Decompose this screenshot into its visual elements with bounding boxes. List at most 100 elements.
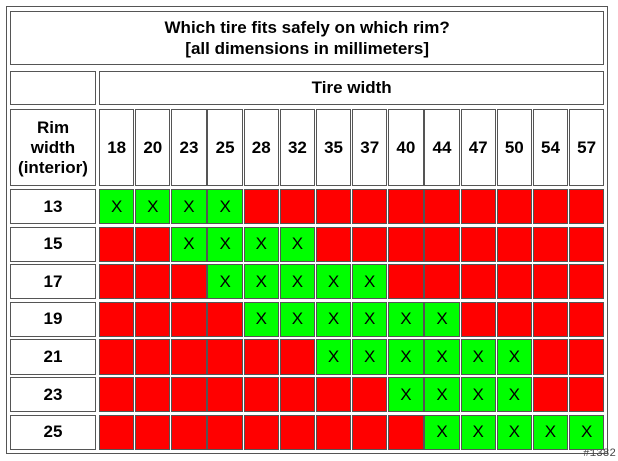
no-fit-cell-17-50 xyxy=(496,264,532,300)
no-fit-cell-25-28 xyxy=(243,414,279,450)
no-fit-cell-13-40 xyxy=(388,189,424,225)
no-fit-cell-19-20 xyxy=(135,301,171,337)
no-fit-cell-21-32 xyxy=(279,339,316,375)
no-fit-cell-25-37 xyxy=(352,414,388,450)
no-fit-cell-13-37 xyxy=(352,189,388,225)
no-fit-cell-21-57 xyxy=(568,339,605,375)
fit-cell-21-50: X xyxy=(496,339,532,375)
rim-header-line-1: width xyxy=(30,137,76,157)
fit-cell-19-40: X xyxy=(388,301,424,337)
no-fit-cell-17-23 xyxy=(171,264,207,300)
fit-cell-25-50: X xyxy=(496,414,532,450)
fit-cell-15-28: X xyxy=(243,226,279,262)
tire-width-50: 50 xyxy=(496,109,532,186)
fit-cell-15-32: X xyxy=(279,226,316,262)
no-fit-cell-15-57 xyxy=(568,226,605,262)
fit-cell-19-44: X xyxy=(424,301,460,337)
title-line-2: [all dimensions in millimeters] xyxy=(185,39,430,58)
fit-cell-13-25: X xyxy=(207,189,243,225)
rim-width-21: 21 xyxy=(10,339,96,375)
tire-width-40: 40 xyxy=(388,109,424,186)
no-fit-cell-25-40 xyxy=(388,414,424,450)
tire-width-28: 28 xyxy=(243,109,279,186)
no-fit-cell-23-32 xyxy=(279,377,316,413)
no-fit-cell-13-47 xyxy=(460,189,496,225)
no-fit-cell-19-47 xyxy=(460,301,496,337)
no-fit-cell-15-37 xyxy=(352,226,388,262)
rim-width-23: 23 xyxy=(10,377,96,413)
fit-cell-17-35: X xyxy=(315,264,352,300)
no-fit-cell-21-20 xyxy=(135,339,171,375)
no-fit-cell-17-44 xyxy=(424,264,460,300)
rim-width-15: 15 xyxy=(10,226,96,262)
fit-cell-19-28: X xyxy=(243,301,279,337)
no-fit-cell-23-20 xyxy=(135,377,171,413)
tire-width-54: 54 xyxy=(532,109,569,186)
no-fit-cell-25-23 xyxy=(171,414,207,450)
no-fit-cell-15-44 xyxy=(424,226,460,262)
fit-cell-19-32: X xyxy=(279,301,316,337)
no-fit-cell-17-18 xyxy=(99,264,135,300)
fit-cell-19-37: X xyxy=(352,301,388,337)
no-fit-cell-19-57 xyxy=(568,301,605,337)
no-fit-cell-13-54 xyxy=(532,189,569,225)
no-fit-cell-21-28 xyxy=(243,339,279,375)
fit-cell-25-54: X xyxy=(532,414,569,450)
no-fit-cell-21-18 xyxy=(99,339,135,375)
table-title: Which tire fits safely on which rim? [all… xyxy=(10,11,605,65)
rim-width-19: 19 xyxy=(10,301,96,337)
no-fit-cell-17-57 xyxy=(568,264,605,300)
rim-width-17: 17 xyxy=(10,264,96,300)
no-fit-cell-21-25 xyxy=(207,339,243,375)
fit-cell-17-25: X xyxy=(207,264,243,300)
tire-width-35: 35 xyxy=(315,109,352,186)
no-fit-cell-13-32 xyxy=(279,189,316,225)
no-fit-cell-19-23 xyxy=(171,301,207,337)
no-fit-cell-23-35 xyxy=(315,377,352,413)
no-fit-cell-23-18 xyxy=(99,377,135,413)
tire-width-25: 25 xyxy=(207,109,243,186)
rim-width-25: 25 xyxy=(10,414,96,450)
no-fit-cell-15-54 xyxy=(532,226,569,262)
fit-cell-17-28: X xyxy=(243,264,279,300)
no-fit-cell-13-28 xyxy=(243,189,279,225)
corner-cell xyxy=(10,71,96,105)
fit-cell-15-25: X xyxy=(207,226,243,262)
no-fit-cell-21-23 xyxy=(171,339,207,375)
fit-cell-23-47: X xyxy=(460,377,496,413)
fit-cell-19-35: X xyxy=(315,301,352,337)
tire-width-20: 20 xyxy=(135,109,171,186)
fit-cell-17-37: X xyxy=(352,264,388,300)
fit-cell-21-35: X xyxy=(315,339,352,375)
fit-cell-25-44: X xyxy=(424,414,460,450)
no-fit-cell-15-35 xyxy=(315,226,352,262)
no-fit-cell-17-20 xyxy=(135,264,171,300)
fit-cell-23-50: X xyxy=(496,377,532,413)
no-fit-cell-15-50 xyxy=(496,226,532,262)
no-fit-cell-21-54 xyxy=(532,339,569,375)
no-fit-cell-25-35 xyxy=(315,414,352,450)
no-fit-cell-15-20 xyxy=(135,226,171,262)
no-fit-cell-25-20 xyxy=(135,414,171,450)
no-fit-cell-15-40 xyxy=(388,226,424,262)
fit-cell-21-47: X xyxy=(460,339,496,375)
no-fit-cell-23-25 xyxy=(207,377,243,413)
fit-cell-17-32: X xyxy=(279,264,316,300)
fit-cell-23-40: X xyxy=(388,377,424,413)
no-fit-cell-19-50 xyxy=(496,301,532,337)
no-fit-cell-17-54 xyxy=(532,264,569,300)
tire-width-44: 44 xyxy=(424,109,460,186)
tire-width-header: Tire width xyxy=(99,71,605,105)
title-line-1: Which tire fits safely on which rim? xyxy=(164,18,450,37)
no-fit-cell-15-47 xyxy=(460,226,496,262)
rim-width-13: 13 xyxy=(10,189,96,225)
fit-cell-25-47: X xyxy=(460,414,496,450)
rim-width-header: Rim width (interior) xyxy=(10,109,96,186)
no-fit-cell-25-25 xyxy=(207,414,243,450)
no-fit-cell-19-18 xyxy=(99,301,135,337)
no-fit-cell-23-28 xyxy=(243,377,279,413)
tire-width-37: 37 xyxy=(352,109,388,186)
no-fit-cell-25-18 xyxy=(99,414,135,450)
no-fit-cell-13-50 xyxy=(496,189,532,225)
no-fit-cell-13-44 xyxy=(424,189,460,225)
